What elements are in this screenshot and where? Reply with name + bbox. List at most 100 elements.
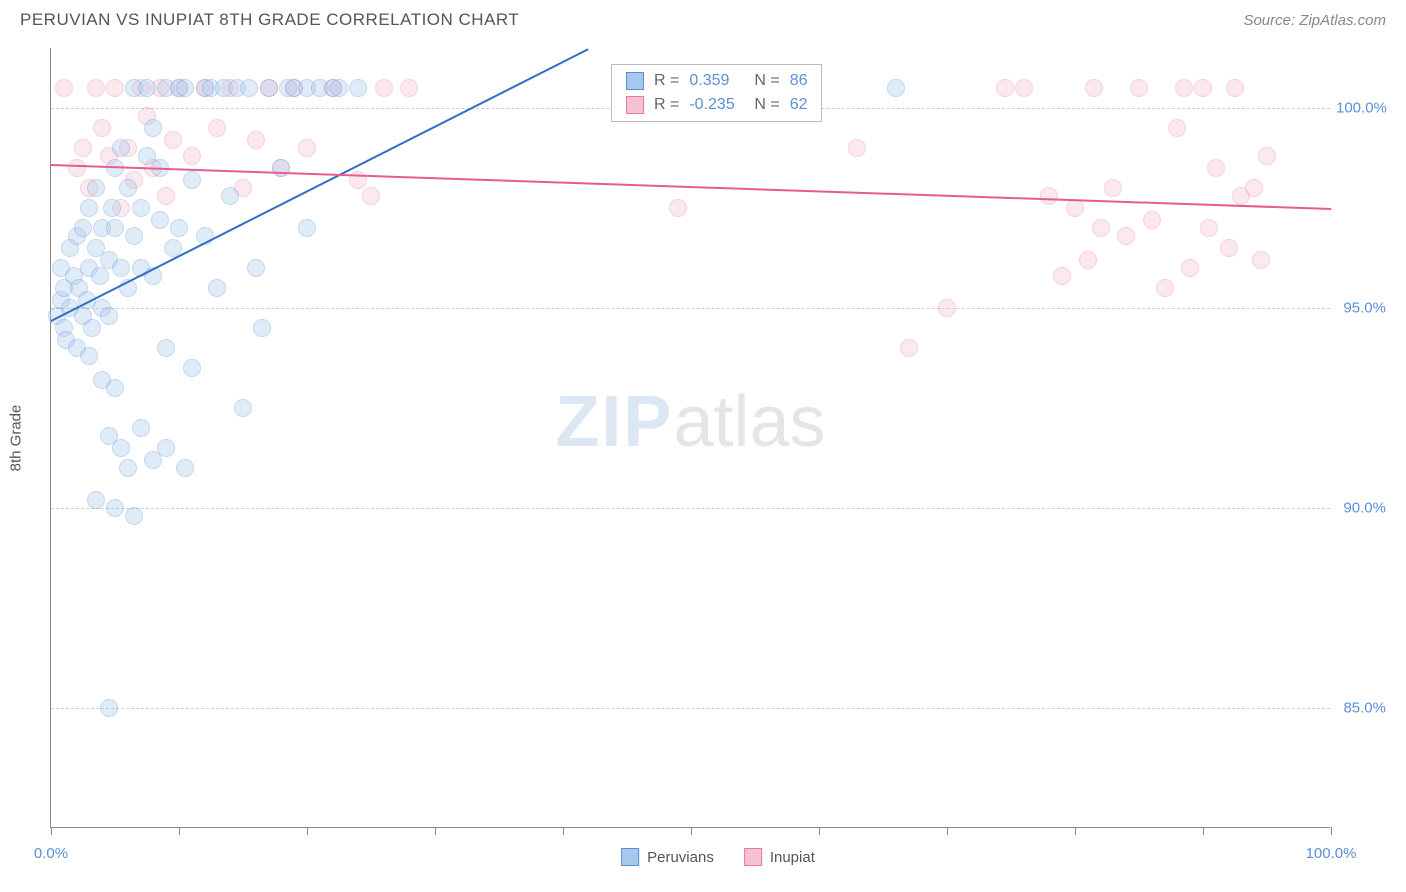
data-point — [247, 131, 265, 149]
stats-r-label: R = — [654, 96, 679, 114]
data-point — [208, 119, 226, 137]
data-point — [330, 79, 348, 97]
data-point — [234, 399, 252, 417]
grid-line — [51, 508, 1330, 509]
data-point — [144, 119, 162, 137]
data-point — [1015, 79, 1033, 97]
data-point — [1130, 79, 1148, 97]
data-point — [83, 319, 101, 337]
data-point — [91, 267, 109, 285]
x-tick — [1331, 827, 1332, 835]
data-point — [74, 139, 92, 157]
data-point — [106, 499, 124, 517]
data-point — [183, 359, 201, 377]
chart-title: PERUVIAN VS INUPIAT 8TH GRADE CORRELATIO… — [20, 10, 519, 30]
data-point — [240, 79, 258, 97]
stats-n-value: 62 — [790, 96, 808, 114]
data-point — [1092, 219, 1110, 237]
data-point — [1207, 159, 1225, 177]
data-point — [848, 139, 866, 157]
data-point — [183, 147, 201, 165]
data-point — [1040, 187, 1058, 205]
legend-bottom: Peruvians Inupiat — [621, 848, 815, 866]
data-point — [1252, 251, 1270, 269]
data-point — [106, 79, 124, 97]
stats-r-value: -0.235 — [689, 96, 744, 114]
legend-item: Inupiat — [744, 848, 815, 866]
data-point — [176, 459, 194, 477]
data-point — [112, 259, 130, 277]
x-tick — [51, 827, 52, 835]
data-point — [68, 159, 86, 177]
data-point — [362, 187, 380, 205]
data-point — [1156, 279, 1174, 297]
data-point — [1175, 79, 1193, 97]
x-tick — [563, 827, 564, 835]
data-point — [1085, 79, 1103, 97]
data-point — [1066, 199, 1084, 217]
data-point — [132, 199, 150, 217]
stats-row: R = 0.359 N = 86 — [612, 69, 821, 93]
data-point — [887, 79, 905, 97]
plot-area: 8th Grade ZIPatlas 85.0%90.0%95.0%100.0%… — [50, 48, 1330, 828]
data-point — [170, 219, 188, 237]
data-point — [125, 507, 143, 525]
stats-n-value: 86 — [790, 72, 808, 90]
y-tick-label: 85.0% — [1336, 700, 1386, 717]
y-tick-label: 90.0% — [1336, 500, 1386, 517]
data-point — [1181, 259, 1199, 277]
data-point — [247, 259, 265, 277]
data-point — [100, 699, 118, 717]
x-tick — [307, 827, 308, 835]
data-point — [996, 79, 1014, 97]
stats-n-label: N = — [754, 72, 779, 90]
data-point — [1226, 79, 1244, 97]
y-axis-label: 8th Grade — [8, 404, 25, 471]
legend-swatch — [626, 72, 644, 90]
stats-box: R = 0.359 N = 86 R = -0.235 N = 62 — [611, 64, 822, 122]
data-point — [80, 199, 98, 217]
stats-n-label: N = — [754, 96, 779, 114]
data-point — [106, 219, 124, 237]
x-tick — [819, 827, 820, 835]
data-point — [103, 199, 121, 217]
data-point — [55, 79, 73, 97]
data-point — [119, 179, 137, 197]
data-point — [349, 79, 367, 97]
data-point — [176, 79, 194, 97]
x-tick-label: 100.0% — [1306, 845, 1357, 862]
stats-r-label: R = — [654, 72, 679, 90]
data-point — [1194, 79, 1212, 97]
data-point — [87, 179, 105, 197]
data-point — [151, 211, 169, 229]
x-tick — [947, 827, 948, 835]
source-label: Source: ZipAtlas.com — [1243, 12, 1386, 29]
data-point — [1104, 179, 1122, 197]
x-tick — [435, 827, 436, 835]
stats-r-value: 0.359 — [689, 72, 744, 90]
grid-line — [51, 708, 1330, 709]
data-point — [208, 279, 226, 297]
data-point — [221, 187, 239, 205]
legend-label: Peruvians — [647, 849, 714, 866]
data-point — [112, 439, 130, 457]
x-tick — [691, 827, 692, 835]
legend-swatch — [744, 848, 762, 866]
data-point — [253, 319, 271, 337]
data-point — [157, 339, 175, 357]
data-point — [1143, 211, 1161, 229]
data-point — [138, 79, 156, 97]
data-point — [87, 79, 105, 97]
chart-header: PERUVIAN VS INUPIAT 8TH GRADE CORRELATIO… — [0, 0, 1406, 35]
y-tick-label: 95.0% — [1336, 300, 1386, 317]
data-point — [400, 79, 418, 97]
data-point — [157, 439, 175, 457]
data-point — [87, 491, 105, 509]
data-point — [1245, 179, 1263, 197]
data-point — [375, 79, 393, 97]
x-tick — [1075, 827, 1076, 835]
legend-swatch — [621, 848, 639, 866]
data-point — [272, 159, 290, 177]
x-tick — [179, 827, 180, 835]
y-tick-label: 100.0% — [1336, 100, 1386, 117]
